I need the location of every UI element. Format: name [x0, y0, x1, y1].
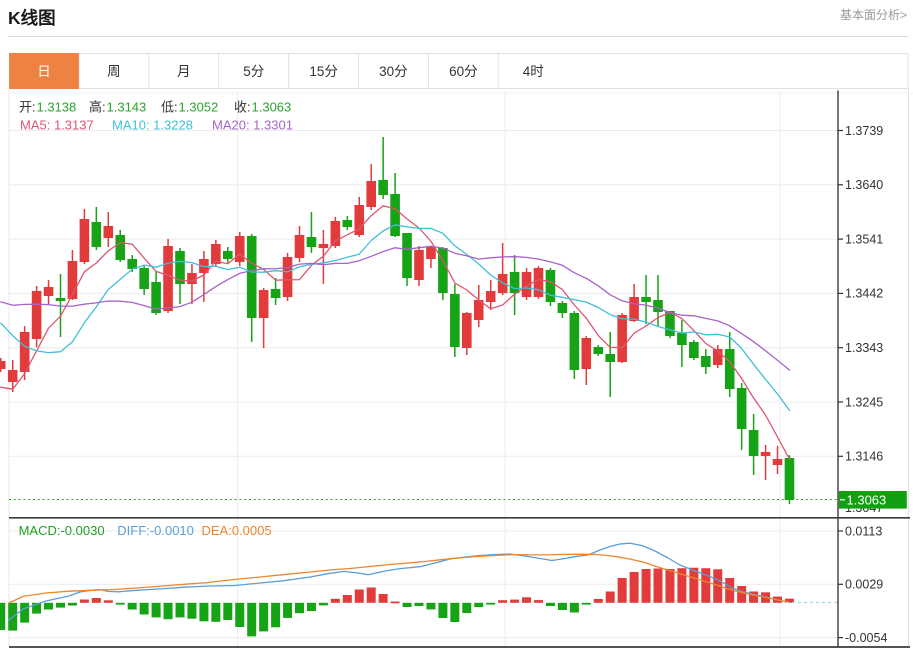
svg-text:DEA:0.0005: DEA:0.0005	[202, 523, 272, 538]
svg-text:30分: 30分	[379, 64, 408, 79]
svg-text:1.3541: 1.3541	[845, 232, 883, 246]
svg-text:-0.0054: -0.0054	[845, 631, 887, 645]
svg-text:低:: 低:	[161, 99, 178, 114]
svg-text:60分: 60分	[449, 64, 478, 79]
svg-text:月: 月	[177, 64, 191, 79]
svg-text:5分: 5分	[243, 64, 264, 79]
svg-text:4时: 4时	[523, 64, 544, 79]
svg-text:基本面分析>: 基本面分析>	[840, 8, 907, 22]
svg-text:1.3245: 1.3245	[845, 395, 883, 409]
svg-text:高:: 高:	[89, 99, 106, 114]
svg-text:MA10: 1.3228: MA10: 1.3228	[112, 118, 193, 133]
svg-text:日: 日	[37, 64, 51, 79]
svg-text:1.3052: 1.3052	[179, 99, 219, 114]
svg-text:K线图: K线图	[8, 8, 56, 28]
svg-text:DIFF:-0.0010: DIFF:-0.0010	[117, 523, 194, 538]
svg-text:1.3138: 1.3138	[37, 99, 77, 114]
svg-text:1.3739: 1.3739	[845, 124, 883, 138]
svg-text:周: 周	[107, 64, 121, 79]
svg-text:1.3063: 1.3063	[847, 493, 887, 508]
svg-text:1.3063: 1.3063	[252, 99, 292, 114]
svg-text:开:: 开:	[19, 99, 36, 114]
svg-text:1.3343: 1.3343	[845, 341, 883, 355]
svg-text:MA20: 1.3301: MA20: 1.3301	[212, 118, 293, 133]
svg-text:15分: 15分	[309, 64, 338, 79]
svg-text:收:: 收:	[234, 99, 251, 114]
svg-text:1.3640: 1.3640	[845, 178, 883, 192]
svg-text:0.0029: 0.0029	[845, 578, 883, 592]
svg-text:0.0113: 0.0113	[845, 524, 882, 538]
svg-text:1.3442: 1.3442	[845, 287, 883, 301]
svg-text:MA5: 1.3137: MA5: 1.3137	[20, 118, 94, 133]
svg-text:1.3143: 1.3143	[107, 99, 147, 114]
svg-text:1.3146: 1.3146	[845, 450, 883, 464]
svg-text:MACD:-0.0030: MACD:-0.0030	[19, 523, 105, 538]
